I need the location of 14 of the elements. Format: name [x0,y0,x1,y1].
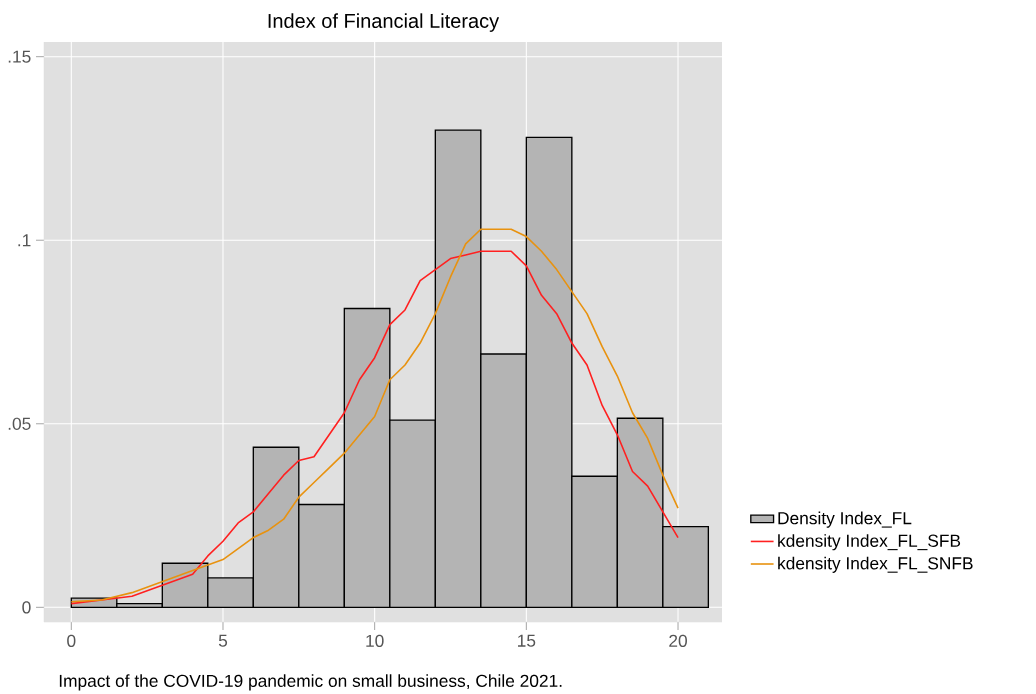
chart-title: Index of Financial Literacy [268,13,500,32]
x-tick-label: 15 [518,634,536,647]
x-tick-label: 0 [67,634,76,647]
y-tick-label: 0 [22,601,31,614]
y-tick-label: .1 [18,234,31,247]
x-tick-label: 5 [218,634,228,647]
y-tick-label: .15 [8,50,31,63]
x-tick-label: 20 [669,634,687,647]
text: Impact of the COVID-19 pandemic on small business, Chile 2021. [59,674,562,691]
y-tick-label: .05 [8,417,31,430]
legend-label: Density Index_FL [778,511,912,528]
x-tick-label: 10 [366,634,384,647]
legend-label: kdensity Index_FL_SFB [778,534,961,551]
legend-label: kdensity Index_FL_SNFB [778,556,973,573]
